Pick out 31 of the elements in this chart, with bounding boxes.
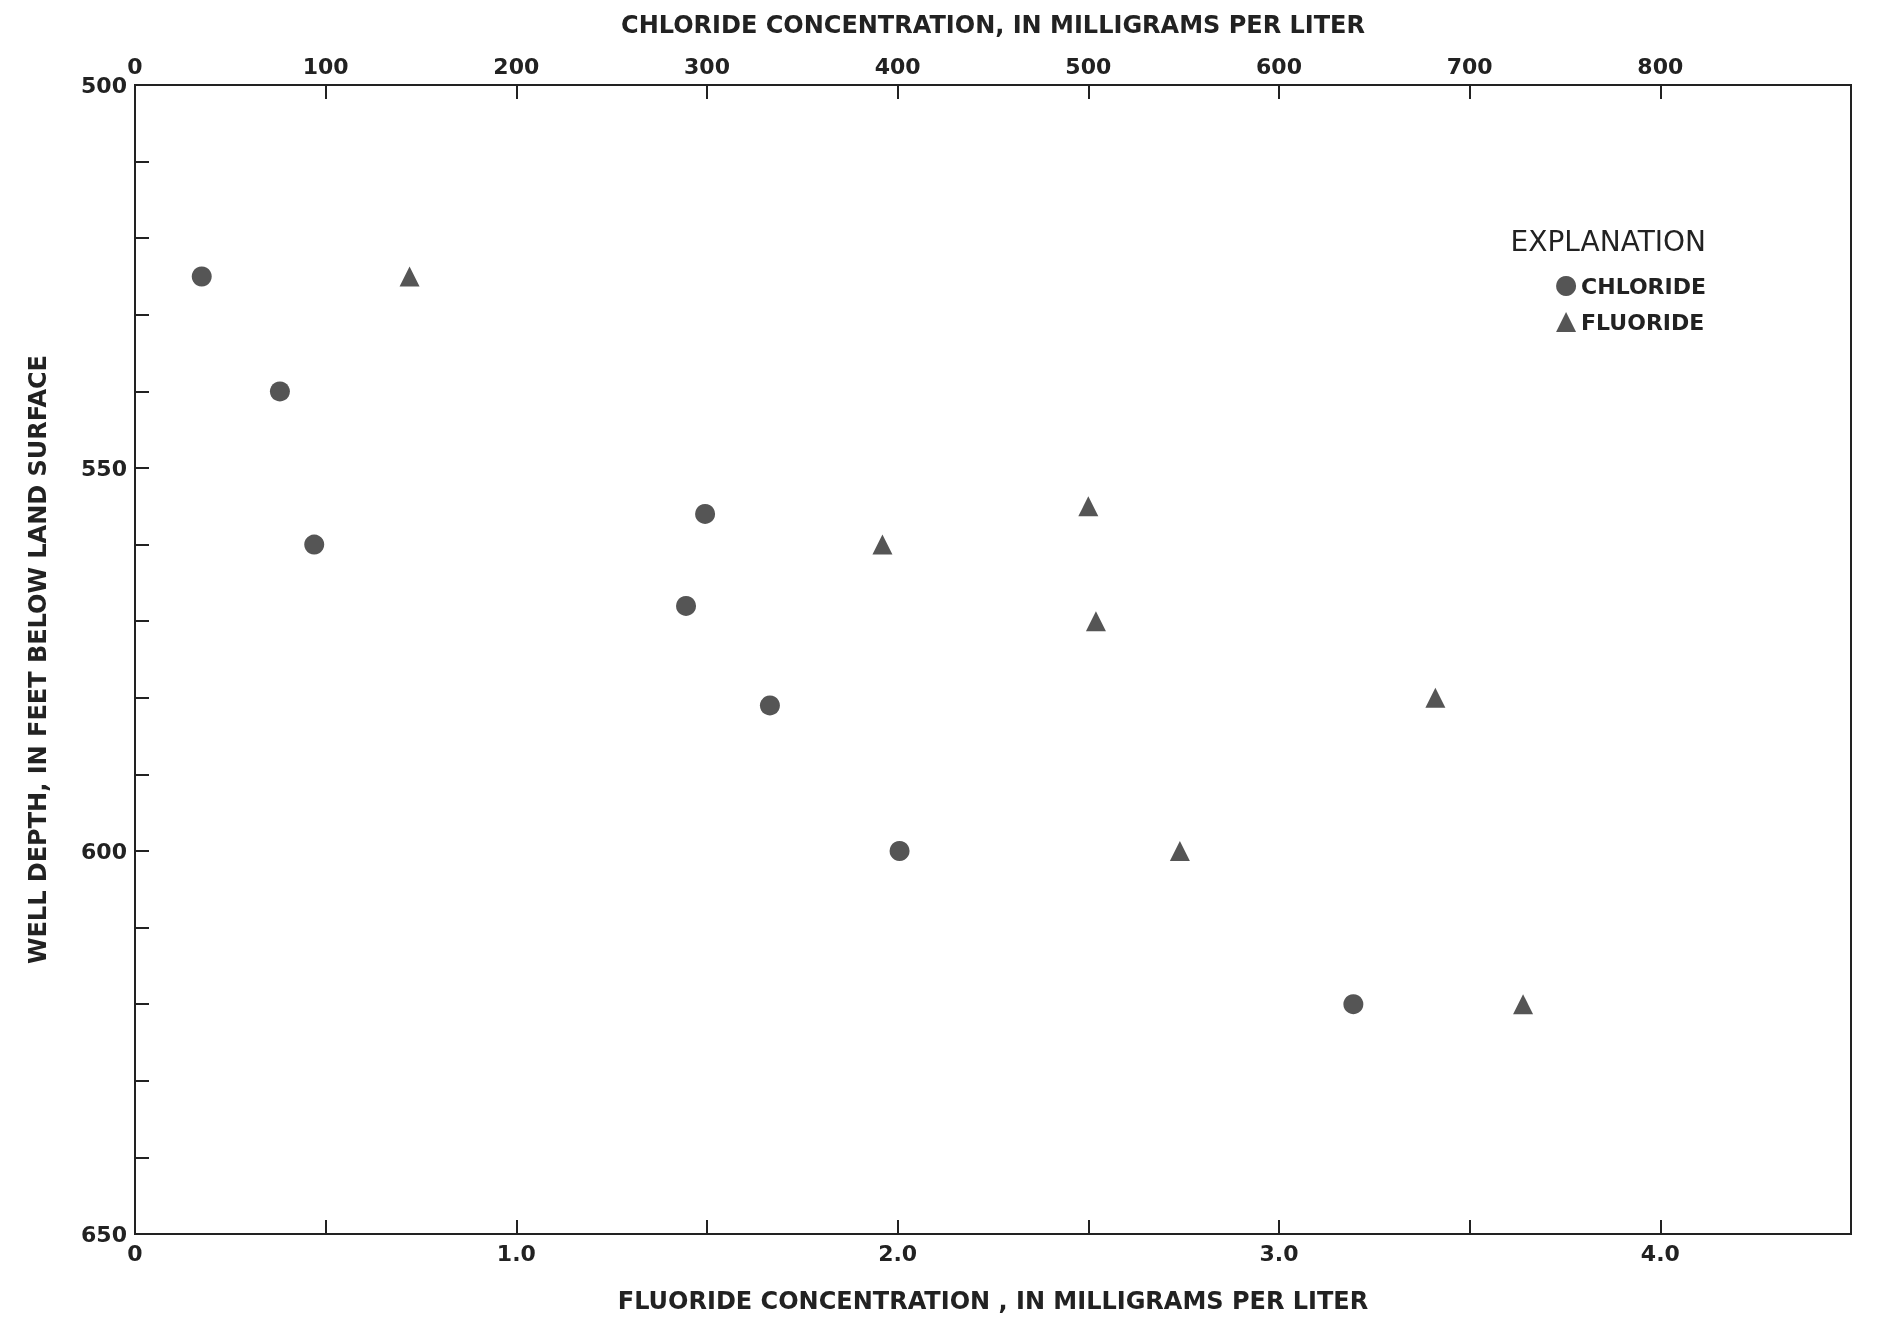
point bbox=[872, 534, 893, 555]
x2-tick-label: 700 bbox=[1446, 53, 1493, 79]
point bbox=[1078, 496, 1099, 517]
point bbox=[1169, 841, 1190, 861]
x-tick-label: 3.0 bbox=[1259, 1240, 1299, 1266]
x2-axis-title: CHLORIDE CONCENTRATION, IN MILLIGRAMS PER LITER bbox=[621, 11, 1365, 39]
y-tick-label: 500 bbox=[81, 72, 127, 98]
x2-tick-label: 200 bbox=[493, 53, 540, 79]
x-tick-label: 0 bbox=[127, 1240, 143, 1266]
y-tick-label: 650 bbox=[81, 1221, 127, 1247]
x2-tick-label: 400 bbox=[874, 53, 921, 79]
x2-tick-label: 800 bbox=[1637, 53, 1684, 79]
point bbox=[1425, 687, 1446, 708]
x2-tick-label: 0 bbox=[127, 53, 143, 79]
y-axis-title: WELL DEPTH, IN FEET BELOW LAND SURFACE bbox=[24, 355, 52, 964]
x-tick-label: 2.0 bbox=[878, 1240, 918, 1266]
x-axis-title: FLUORIDE CONCENTRATION , IN MILLIGRAMS PER LITER bbox=[617, 1287, 1369, 1315]
legend-label: CHLORIDE bbox=[1581, 273, 1707, 299]
point bbox=[1513, 994, 1534, 1015]
x2-tick-label: 600 bbox=[1256, 53, 1302, 79]
legend-title: EXPLANATION bbox=[1510, 224, 1707, 258]
point bbox=[1085, 611, 1106, 632]
x-tick-label: 4.0 bbox=[1640, 1240, 1680, 1266]
x2-tick-label: 300 bbox=[684, 53, 730, 79]
point bbox=[399, 266, 420, 287]
legend-label: FLUORIDE bbox=[1581, 309, 1705, 335]
x2-tick-label: 500 bbox=[1065, 53, 1112, 79]
x2-tick-label: 100 bbox=[302, 53, 349, 79]
x-tick-label: 1.0 bbox=[496, 1240, 536, 1266]
y-tick-label: 600 bbox=[81, 838, 127, 864]
y-tick-label: 550 bbox=[81, 455, 127, 481]
